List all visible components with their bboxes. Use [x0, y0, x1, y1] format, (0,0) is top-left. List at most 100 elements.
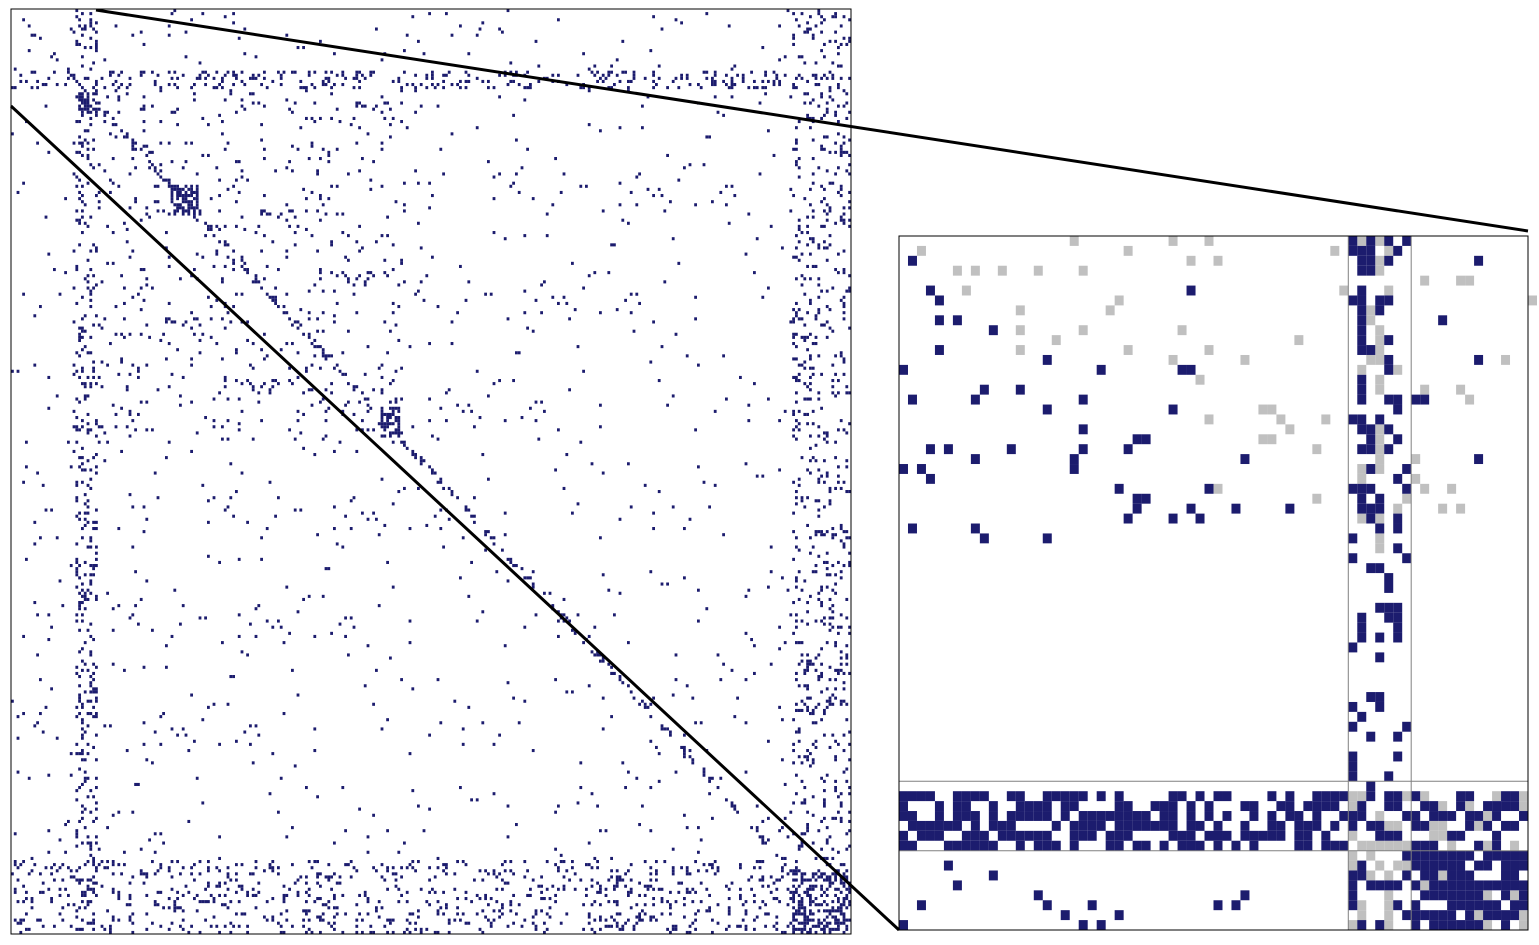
overview-cell: [523, 234, 527, 238]
overview-cell: [106, 110, 109, 114]
overview-cell: [274, 379, 277, 383]
zoom-cell-filled: [1348, 721, 1358, 732]
overview-cell: [67, 866, 70, 870]
overview-cell: [461, 727, 465, 731]
overview-cell: [313, 101, 317, 105]
zoom-cell-filled: [1078, 920, 1088, 930]
overview-cell: [778, 647, 781, 651]
overview-cell: [755, 86, 759, 90]
overview-cell: [391, 301, 395, 305]
overview-cell: [86, 129, 90, 133]
zoom-cell-filled: [1375, 820, 1385, 831]
overview-cell: [484, 897, 487, 901]
zoom-cell-filled: [1339, 840, 1349, 851]
zoom-cell-light: [1213, 483, 1223, 494]
overview-cell: [92, 745, 95, 749]
overview-cell: [848, 39, 851, 43]
overview-cell: [81, 369, 84, 373]
overview-cell: [397, 419, 401, 423]
overview-cell: [685, 76, 689, 80]
overview-cell: [839, 906, 843, 910]
overview-cell: [55, 83, 59, 87]
overview-cell: [831, 733, 835, 737]
overview-cell: [305, 209, 308, 213]
overview-cell: [803, 579, 807, 583]
overview-cell: [739, 866, 742, 870]
overview-cell: [795, 18, 798, 22]
overview-cell: [789, 890, 793, 894]
overview-cell: [193, 332, 196, 336]
overview-cell: [296, 693, 300, 697]
zoom-cell-filled: [1501, 801, 1511, 812]
overview-cell: [543, 591, 546, 595]
overview-cell: [442, 869, 445, 873]
zoom-cell-light: [1402, 840, 1412, 851]
overview-cell: [81, 95, 84, 99]
overview-cell: [445, 863, 448, 867]
overview-cell: [769, 875, 773, 879]
zoom-cell-filled: [1114, 483, 1124, 494]
overview-cell: [86, 712, 90, 716]
overview-cell: [391, 866, 395, 870]
overview-cell: [355, 903, 359, 907]
overview-cell: [335, 212, 339, 216]
overview-cell: [615, 903, 619, 907]
zoom-cell-filled: [1132, 840, 1142, 851]
overview-cell: [403, 440, 406, 444]
overview-cell: [800, 653, 804, 657]
overview-cell: [842, 249, 846, 253]
overview-cell: [218, 240, 221, 244]
overview-cell: [279, 924, 283, 928]
overview-cell: [517, 83, 521, 87]
overview-cell: [204, 221, 207, 225]
zoom-cell-light: [1438, 503, 1448, 514]
overview-cell: [652, 194, 655, 198]
overview-cell: [515, 70, 518, 74]
overview-cell: [548, 897, 552, 901]
overview-cell: [475, 369, 479, 373]
overview-cell: [277, 619, 280, 623]
overview-cell: [797, 684, 801, 688]
overview-cell: [817, 702, 821, 706]
overview-cell: [89, 468, 93, 472]
overview-cell: [83, 24, 87, 28]
overview-cell: [223, 240, 227, 244]
zoom-cell-filled: [997, 830, 1007, 841]
overview-cell: [649, 918, 653, 922]
zoom-cell-light: [1456, 275, 1466, 286]
overview-cell: [333, 505, 336, 509]
zoom-cell-filled: [1474, 840, 1484, 851]
overview-cell: [579, 86, 583, 90]
overview-cell: [95, 807, 98, 811]
overview-cell: [828, 326, 832, 330]
overview-cell: [431, 468, 434, 472]
overview-cell: [627, 79, 630, 83]
overview-cell: [848, 422, 851, 426]
overview-cell: [92, 92, 95, 96]
overview-cell: [179, 924, 182, 928]
overview-cell: [806, 708, 809, 712]
overview-cell: [296, 320, 300, 324]
overview-cell: [579, 184, 583, 188]
overview-cell: [386, 419, 389, 423]
overview-cell: [848, 903, 851, 907]
overview-cell: [809, 252, 812, 256]
overview-cell: [764, 92, 767, 96]
overview-cell: [75, 829, 79, 833]
zoom-cell-filled: [1213, 830, 1223, 841]
zoom-cell-filled: [1042, 354, 1052, 365]
zoom-cell-light: [1015, 305, 1025, 316]
overview-cell: [386, 351, 389, 355]
overview-cell: [81, 588, 84, 592]
overview-cell: [450, 320, 454, 324]
overview-cell: [355, 141, 359, 145]
overview-cell: [557, 869, 560, 873]
overview-cell: [114, 305, 118, 309]
overview-cell: [596, 866, 599, 870]
overview-cell: [568, 317, 571, 321]
zoom-cell-light: [1348, 860, 1358, 871]
overview-cell: [363, 280, 367, 284]
overview-cell: [795, 773, 798, 777]
overview-cell: [75, 95, 79, 99]
overview-cell: [265, 292, 269, 296]
